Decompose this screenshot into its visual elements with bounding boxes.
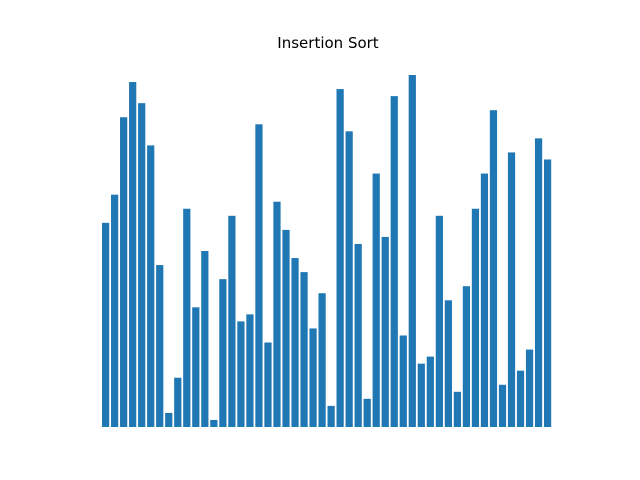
- bar-32: [390, 96, 398, 428]
- bar-31: [381, 236, 389, 427]
- bar-2: [120, 117, 128, 428]
- bar-6: [156, 265, 164, 427]
- bar-47: [525, 349, 534, 427]
- bar-21: [291, 258, 299, 427]
- bar-23: [309, 328, 317, 427]
- bar-41: [471, 208, 480, 427]
- bar-4: [138, 103, 146, 427]
- bar-40: [462, 286, 471, 427]
- bar-27: [345, 131, 353, 427]
- bar-3: [129, 82, 137, 427]
- bar-49: [543, 159, 552, 428]
- bar-8: [174, 377, 182, 427]
- bar-5: [147, 145, 155, 427]
- bar-43: [489, 110, 498, 427]
- bar-33: [399, 335, 407, 427]
- bar-44: [498, 384, 507, 427]
- bar-28: [354, 243, 362, 427]
- bar-7: [165, 412, 173, 427]
- bar-13: [219, 279, 227, 427]
- bar-35: [417, 363, 425, 427]
- bar-36: [426, 356, 434, 427]
- bar-12: [210, 419, 218, 427]
- bar-38: [444, 300, 452, 427]
- bar-26: [336, 89, 344, 427]
- bar-series: [102, 75, 552, 428]
- bar-29: [363, 398, 371, 427]
- bar-48: [534, 138, 543, 428]
- bar-19: [273, 201, 281, 427]
- bar-30: [372, 173, 380, 427]
- bar-39: [453, 391, 461, 427]
- bar-0: [102, 222, 110, 427]
- bar-46: [516, 370, 525, 427]
- bar-16: [246, 314, 254, 427]
- bar-18: [264, 342, 272, 427]
- bar-24: [318, 293, 326, 427]
- bar-10: [192, 307, 200, 427]
- bar-42: [480, 173, 489, 427]
- bar-37: [435, 215, 443, 427]
- bar-34: [408, 75, 416, 427]
- bar-11: [201, 251, 209, 427]
- bar-25: [327, 405, 335, 427]
- bar-22: [300, 272, 308, 427]
- bar-20: [282, 229, 290, 427]
- bar-45: [507, 152, 516, 427]
- bar-17: [255, 124, 263, 427]
- bar-9: [183, 208, 191, 427]
- bar-1: [111, 194, 119, 427]
- bar-15: [237, 321, 245, 427]
- bar-14: [228, 215, 236, 427]
- chart-title: Insertion Sort: [277, 34, 379, 52]
